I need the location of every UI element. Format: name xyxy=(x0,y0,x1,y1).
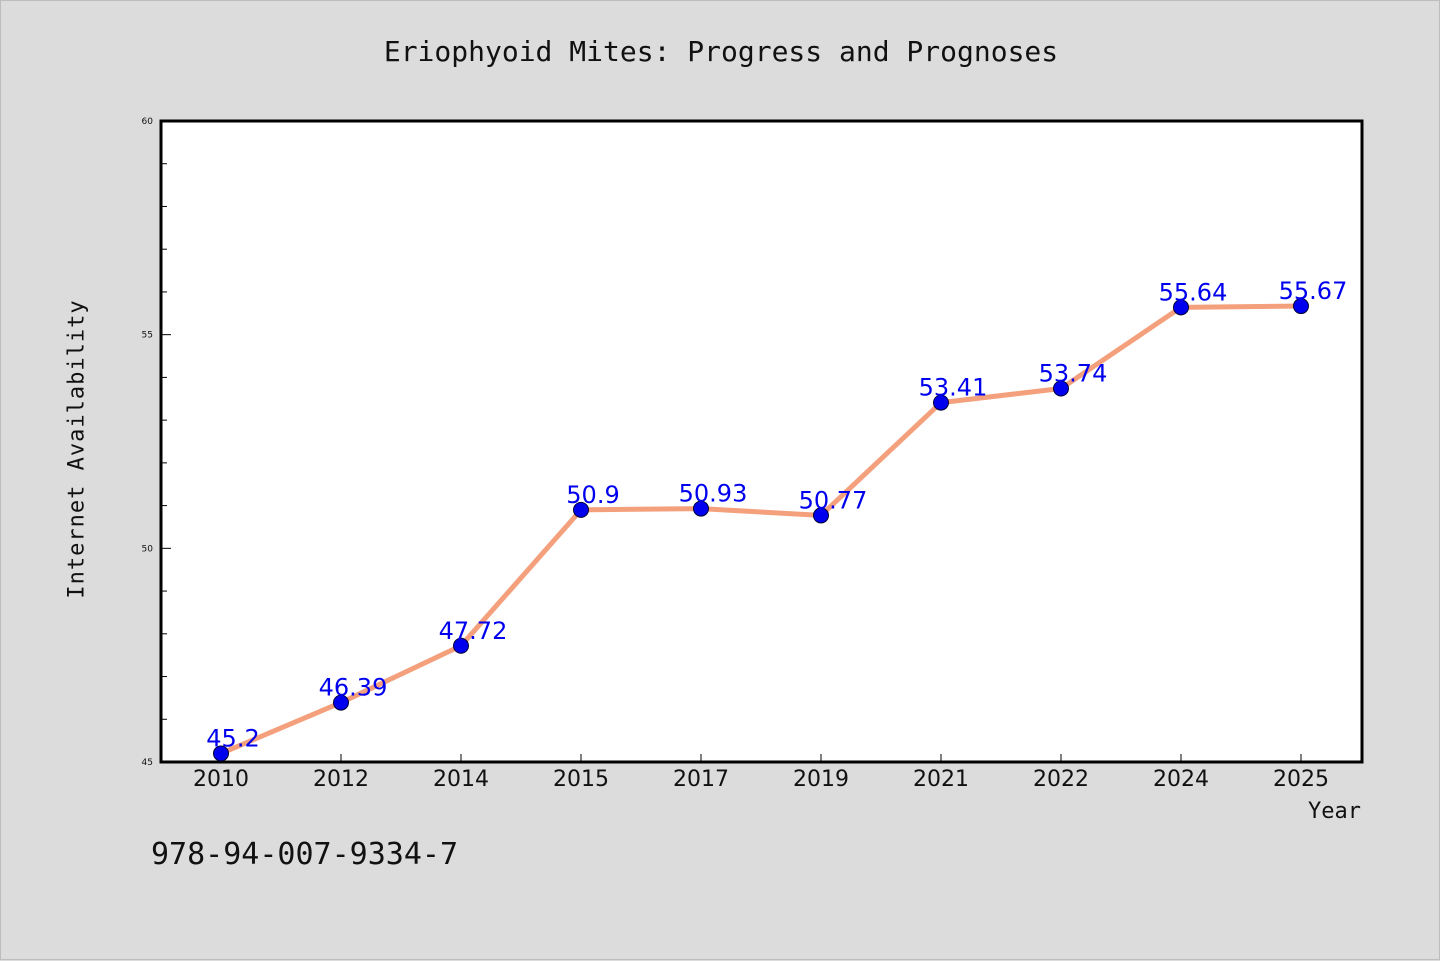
data-label: 55.67 xyxy=(1279,277,1348,305)
data-label: 50.9 xyxy=(566,481,619,509)
x-tick-label: 2019 xyxy=(793,767,849,792)
data-point xyxy=(813,507,829,524)
data-point xyxy=(933,394,949,411)
data-label: 45.2 xyxy=(206,724,259,752)
data-label: 55.64 xyxy=(1159,278,1228,306)
y-tick-label: 60 xyxy=(142,117,154,127)
isbn-text: 978-94-007-9334-7 xyxy=(151,837,459,872)
data-point xyxy=(333,694,349,711)
y-tick-label: 45 xyxy=(142,758,153,768)
data-label: 53.41 xyxy=(919,374,988,402)
data-label: 50.93 xyxy=(679,480,748,508)
data-label: 53.74 xyxy=(1039,360,1108,388)
x-tick-label: 2010 xyxy=(193,767,249,792)
y-tick-label: 55 xyxy=(142,331,153,341)
y-tick-label: 50 xyxy=(142,544,154,554)
x-tick-label: 2015 xyxy=(553,767,609,792)
x-tick-label: 2014 xyxy=(433,767,489,792)
x-axis-label: Year xyxy=(1308,799,1361,824)
x-tick-label: 2024 xyxy=(1153,767,1209,792)
data-point xyxy=(453,637,469,654)
x-tick-label: 2022 xyxy=(1033,767,1089,792)
x-tick-label: 2021 xyxy=(913,767,969,792)
data-point xyxy=(693,500,709,517)
data-point xyxy=(1293,298,1309,315)
x-tick-label: 2025 xyxy=(1273,767,1329,792)
x-tick-label: 2017 xyxy=(673,767,729,792)
data-label: 50.77 xyxy=(799,486,868,514)
data-label: 47.72 xyxy=(439,617,508,645)
chart-title: Eriophyoid Mites: Progress and Prognoses xyxy=(383,35,1059,68)
data-point xyxy=(1053,380,1069,397)
data-label: 46.39 xyxy=(319,674,388,702)
data-point xyxy=(1173,299,1189,316)
x-tick-label: 2012 xyxy=(313,767,369,792)
plot-frame xyxy=(159,119,1364,764)
series-line xyxy=(218,303,1304,756)
data-point xyxy=(573,501,589,518)
data-point xyxy=(213,745,229,762)
